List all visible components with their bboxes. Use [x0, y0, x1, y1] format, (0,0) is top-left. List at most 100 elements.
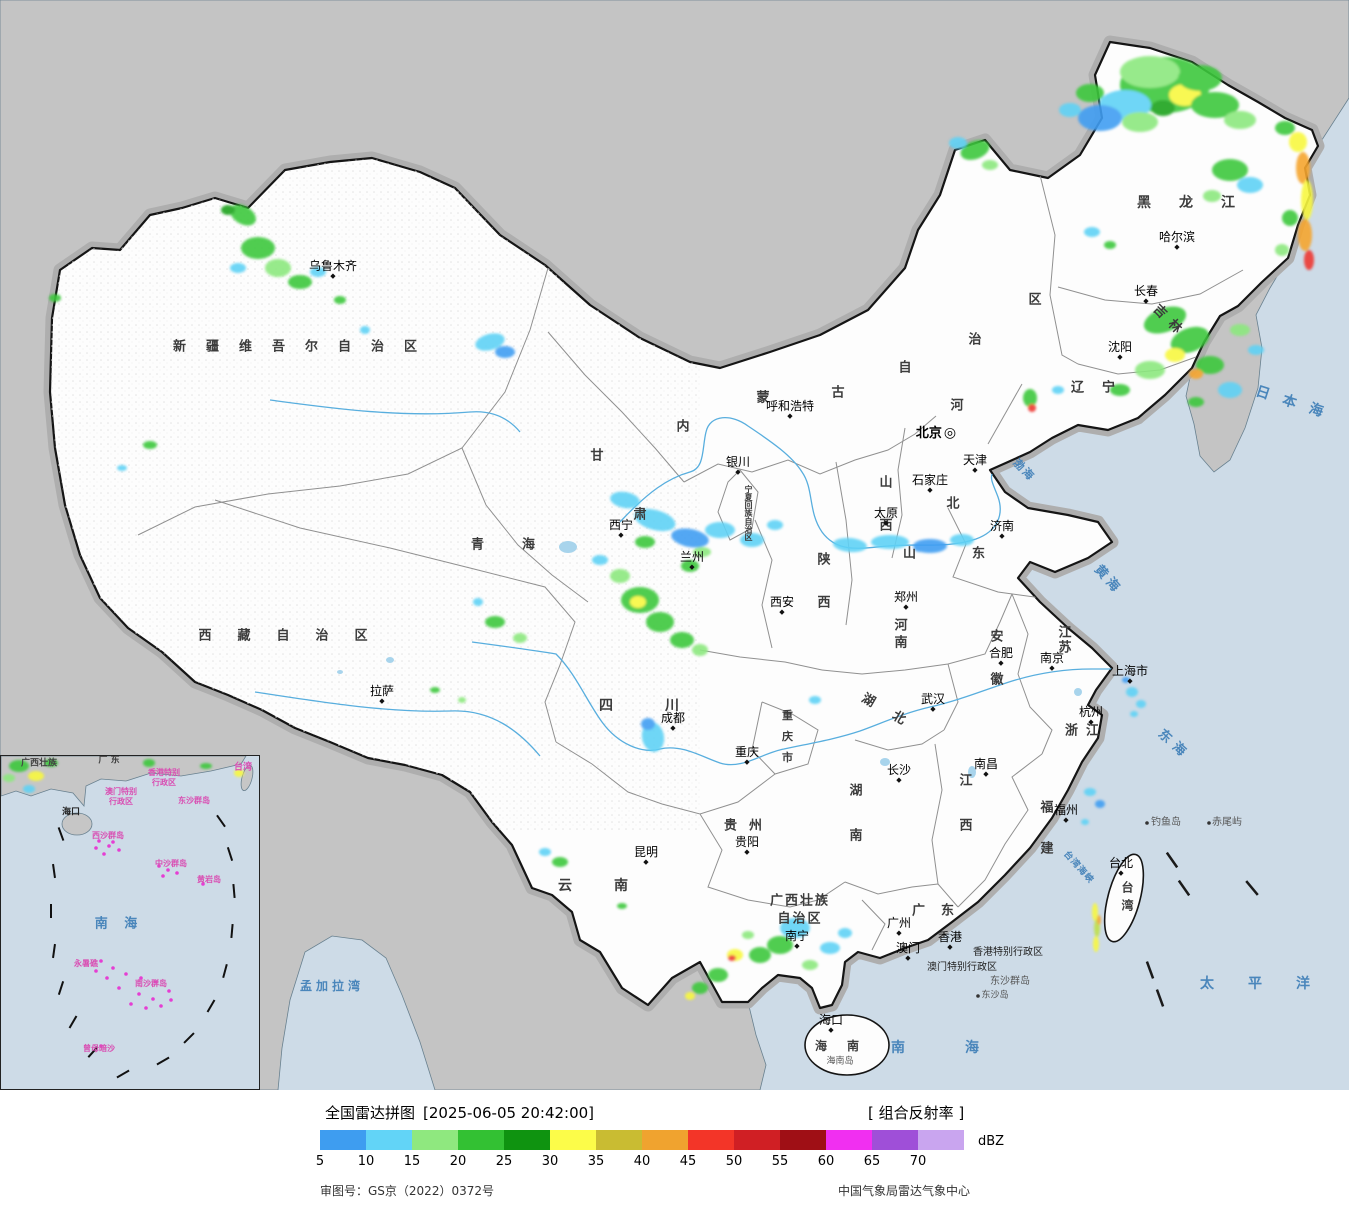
legend-value: 60 — [817, 1154, 835, 1169]
nine-dash-segment — [52, 943, 56, 959]
island-chain-dash — [1177, 879, 1191, 897]
radar-echo — [1189, 369, 1203, 379]
radar-echo — [241, 237, 275, 259]
radar-echo — [1076, 84, 1104, 102]
radar-echo — [1224, 111, 1256, 129]
radar-echo — [1296, 152, 1310, 184]
license-text: 审图号：GS京（2022）0372号 — [320, 1184, 494, 1198]
legend-value: 55 — [771, 1154, 789, 1169]
inset-radar-echo — [9, 760, 29, 772]
legend-value: 5 — [315, 1154, 325, 1169]
island-dot — [1207, 821, 1211, 825]
product-label: [ 组合反射率 ] — [868, 1104, 965, 1122]
radar-echo — [1191, 92, 1239, 118]
inset-reef-dot — [117, 848, 121, 852]
inset-reef-dot — [105, 976, 109, 980]
radar-echo — [1212, 159, 1248, 181]
radar-echo — [681, 560, 699, 572]
legend-swatch-35 — [596, 1130, 642, 1150]
yangtze-river — [471, 641, 1112, 766]
radar-echo — [767, 520, 783, 530]
radar-echo — [1143, 306, 1187, 334]
radar-echo — [692, 982, 708, 994]
radar-echo — [1230, 324, 1250, 336]
inset-radar-echo — [143, 759, 155, 767]
inset-reef-dot — [144, 1006, 148, 1010]
inset-reef-dot — [111, 840, 115, 844]
radar-echo — [728, 955, 736, 961]
inset-radar-echo — [28, 771, 44, 781]
island-dot — [1145, 821, 1149, 825]
inset-reef-dot — [99, 1044, 103, 1048]
island-chain-dash — [1145, 961, 1155, 979]
radar-echo — [646, 612, 674, 632]
radar-echo — [749, 947, 771, 963]
radar-echo — [495, 346, 515, 358]
radar-echo — [143, 441, 157, 449]
legend-value: 40 — [633, 1154, 651, 1169]
inset-reef-dot — [102, 852, 106, 856]
island-chain-dash — [1155, 989, 1165, 1007]
taiwan-island — [1103, 853, 1145, 943]
radar-echo — [982, 160, 998, 170]
legend-swatch-60 — [826, 1130, 872, 1150]
nine-dash-segment — [57, 827, 65, 841]
legend-swatch-25 — [504, 1130, 550, 1150]
radar-echo — [230, 204, 256, 226]
radar-echo — [1130, 711, 1138, 717]
inset-coast — [1, 756, 247, 807]
radar-echo — [360, 326, 370, 334]
radar-echo — [1289, 132, 1307, 152]
map-title: 全国雷达拼图 — [325, 1104, 416, 1122]
nine-dash-segment — [226, 847, 234, 861]
inset-radar-echo — [3, 774, 15, 782]
radar-echo — [1196, 356, 1224, 374]
radar-echo — [838, 928, 852, 938]
island-chain-dashes — [1145, 851, 1259, 1007]
radar-echo — [708, 968, 728, 982]
nine-dash-segment — [183, 1032, 195, 1044]
legend-swatch-65 — [872, 1130, 918, 1150]
inset-reef-dot — [99, 959, 103, 963]
inset-reef-dot — [151, 997, 155, 1001]
legend-value: 10 — [357, 1154, 375, 1169]
legend-swatch-20 — [458, 1130, 504, 1150]
radar-echo — [1170, 326, 1210, 354]
inset-reef-dot — [117, 986, 121, 990]
radar-echo — [1028, 404, 1036, 412]
inset-reef-dot — [169, 998, 173, 1002]
radar-echo — [833, 537, 867, 553]
radar-echo — [802, 960, 818, 970]
radar-echo — [671, 528, 709, 548]
nine-dash-segment — [156, 1056, 170, 1066]
radar-echo — [475, 333, 505, 351]
legend-value: 50 — [725, 1154, 743, 1169]
inset-echo-layer — [3, 759, 244, 793]
inset-reef-dot — [157, 864, 161, 868]
radar-echo — [1095, 800, 1105, 808]
radar-echo — [334, 296, 346, 304]
nine-dash-segment — [206, 999, 216, 1013]
island-chain-dash — [1165, 851, 1179, 869]
radar-echo — [1218, 382, 1242, 398]
legend-value: 20 — [449, 1154, 467, 1169]
legend-value: 45 — [679, 1154, 697, 1169]
radar-echo — [592, 555, 608, 565]
radar-echo — [552, 857, 568, 867]
radar-echo — [513, 633, 527, 643]
legend-swatch-50 — [734, 1130, 780, 1150]
inset-reef-dot — [159, 1004, 163, 1008]
radar-map: 黑龙江 吉林 辽宁内蒙古自治区新疆维吾尔自治区 西藏自治区 青海甘肃宁夏回族自治区 陕西山… — [0, 0, 1349, 1090]
radar-echo — [1136, 700, 1146, 708]
radar-echo — [1084, 788, 1096, 796]
radar-echo — [473, 598, 483, 606]
radar-echo — [1126, 687, 1138, 697]
inset-reef-dot — [94, 846, 98, 850]
radar-echo — [871, 535, 909, 549]
nine-dash-segment — [87, 1046, 99, 1058]
legend-swatch-55 — [780, 1130, 826, 1150]
radar-echo — [539, 848, 551, 856]
radar-echo — [767, 936, 793, 954]
radar-echo — [1097, 915, 1101, 925]
radar-echo — [1104, 241, 1116, 249]
